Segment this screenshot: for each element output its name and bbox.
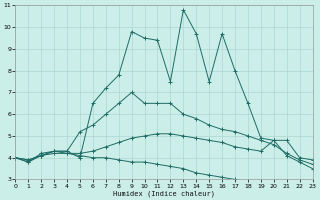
X-axis label: Humidex (Indice chaleur): Humidex (Indice chaleur)	[113, 190, 215, 197]
